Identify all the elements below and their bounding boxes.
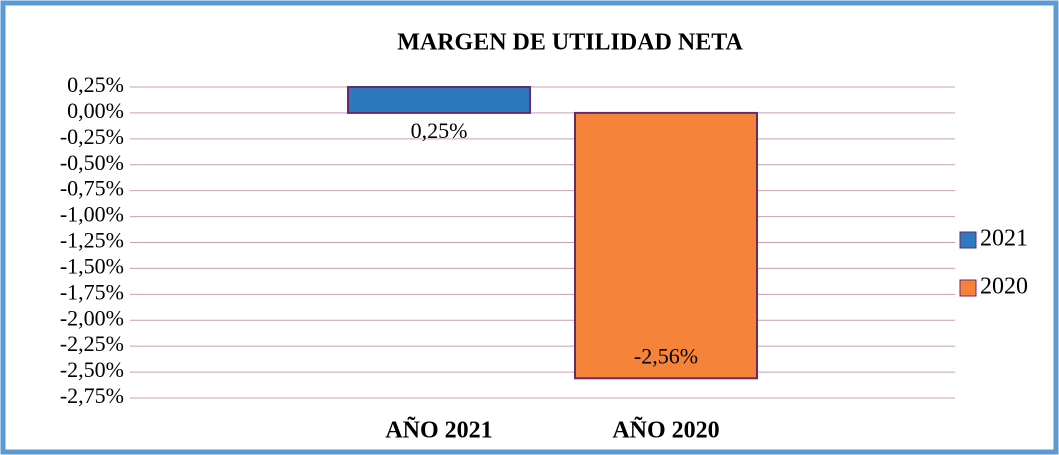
x-tick-label: AÑO 2020 xyxy=(612,418,719,444)
bar xyxy=(574,111,758,380)
y-tick-label: -1,50% xyxy=(60,253,124,278)
y-tick-label: -2,25% xyxy=(60,331,124,356)
data-label: -2,56% xyxy=(634,343,698,368)
y-tick-label: -2,50% xyxy=(60,357,124,382)
y-tick-label: 0,00% xyxy=(67,98,124,123)
y-tick-label: -1,75% xyxy=(60,279,124,304)
y-tick-label: -2,00% xyxy=(60,305,124,330)
y-tick-label: -1,00% xyxy=(60,202,124,227)
legend-label: 2020 xyxy=(980,274,1028,300)
x-tick-label: AÑO 2021 xyxy=(385,418,492,444)
bar xyxy=(347,86,531,114)
y-tick-label: -0,75% xyxy=(60,176,124,201)
y-tick-label: -0,25% xyxy=(60,124,124,149)
legend-swatch xyxy=(959,231,977,249)
y-tick-label: 0,25% xyxy=(67,72,124,97)
legend-swatch xyxy=(959,279,977,297)
data-label: 0,25% xyxy=(411,118,468,143)
legend-label: 2021 xyxy=(980,226,1028,252)
y-tick-label: -2,75% xyxy=(60,383,124,408)
y-tick-label: -1,25% xyxy=(60,228,124,253)
y-tick-label: -0,50% xyxy=(60,150,124,175)
chart-title: MARGEN DE UTILIDAD NETA xyxy=(397,30,743,56)
